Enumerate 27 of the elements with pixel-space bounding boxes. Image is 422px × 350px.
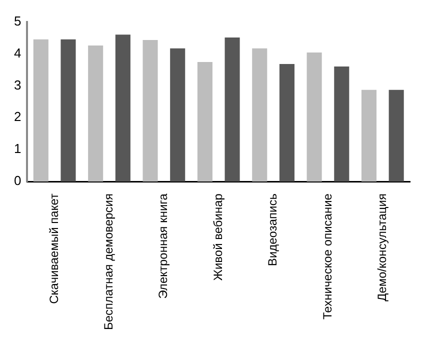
y-tick-label: 1	[14, 141, 22, 156]
bar	[88, 45, 104, 182]
x-tick-label: Электронная книга	[156, 193, 170, 299]
x-tick-label: Бесплатная демоверсия	[102, 194, 116, 330]
bar	[252, 48, 268, 182]
y-tick-label: 5	[14, 13, 22, 28]
bar	[361, 90, 377, 182]
bar	[197, 62, 212, 182]
bar	[60, 39, 76, 182]
y-tick-label: 0	[14, 173, 22, 188]
x-tick-label: Живой вебинар	[210, 193, 225, 281]
y-tick-label: 4	[14, 45, 22, 60]
bar	[115, 34, 130, 182]
y-tick-label: 3	[14, 77, 22, 92]
bar	[224, 37, 240, 182]
x-tick-label: Скачиваемый пакет	[46, 193, 61, 304]
bar	[334, 66, 350, 182]
bar	[33, 39, 48, 182]
x-tick-label: Техническое описание	[320, 193, 334, 320]
bar	[279, 64, 294, 182]
bar	[388, 90, 404, 182]
bar	[306, 52, 322, 182]
bar	[142, 40, 158, 182]
x-tick-label: Видеозапись	[266, 194, 280, 266]
y-tick-label: 2	[14, 109, 22, 124]
x-tick-label: Демо/консультация	[374, 194, 389, 302]
bar	[170, 48, 186, 182]
